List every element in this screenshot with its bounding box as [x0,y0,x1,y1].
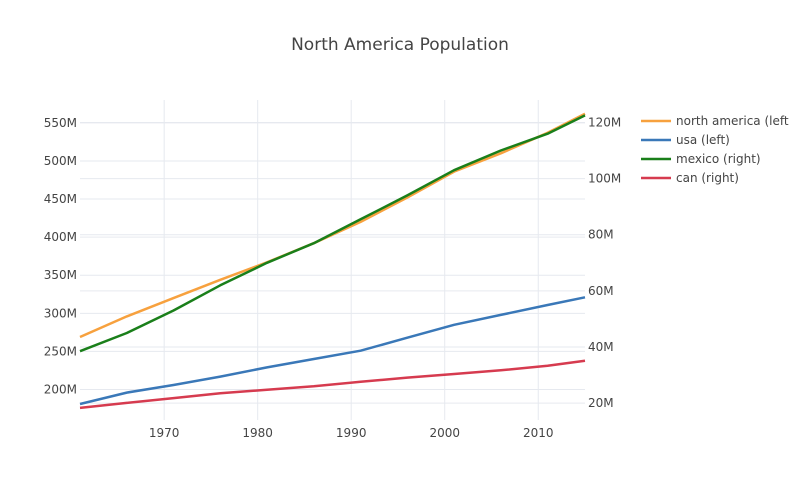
plot-area [79,112,586,410]
y-right-tick-label: 100M [588,172,621,186]
y-left-tick-label: 200M [44,383,77,397]
y-right-tick-label: 120M [588,115,621,129]
legend-label: north america (left [676,114,789,128]
x-tick-label: 2000 [429,426,460,440]
y-left-tick-label: 500M [44,154,77,168]
y-left-tick-label: 450M [44,192,77,206]
series-line-mexico-right [79,114,586,353]
y-left-tick-label: 300M [44,306,77,320]
legend-item-north-america-left[interactable]: north america (left [641,114,789,128]
axes: 1970 1980 1990 2000 2010 200M 250M 300M 350M 400M… [44,115,622,440]
y-left-tick-label: 400M [44,230,77,244]
legend-item-usa-left[interactable]: usa (left) [641,133,730,147]
y-right-tick-label: 40M [588,340,614,354]
legend-label: mexico (right) [676,152,761,166]
y-right-tick-label: 60M [588,284,614,298]
series-line-usa-left [79,296,586,406]
legend-item-mexico-right[interactable]: mexico (right) [641,152,761,166]
x-tick-label: 1990 [336,426,367,440]
y-right-tick-label: 20M [588,396,614,410]
y-right-tick-label: 80M [588,228,614,242]
legend-label: usa (left) [676,133,730,147]
y-left-tick-label: 550M [44,116,77,130]
chart-title: North America Population [291,35,509,55]
x-tick-label: 1970 [149,426,180,440]
legend[interactable]: north america (left usa (left) mexico (rig… [641,114,789,185]
legend-label: can (right) [676,171,739,185]
y-left-tick-label: 250M [44,344,77,358]
x-tick-label: 1980 [242,426,273,440]
legend-item-can-right[interactable]: can (right) [641,171,739,185]
y-left-tick-label: 350M [44,268,77,282]
series-line-can-right [79,359,586,410]
x-tick-label: 2010 [523,426,554,440]
